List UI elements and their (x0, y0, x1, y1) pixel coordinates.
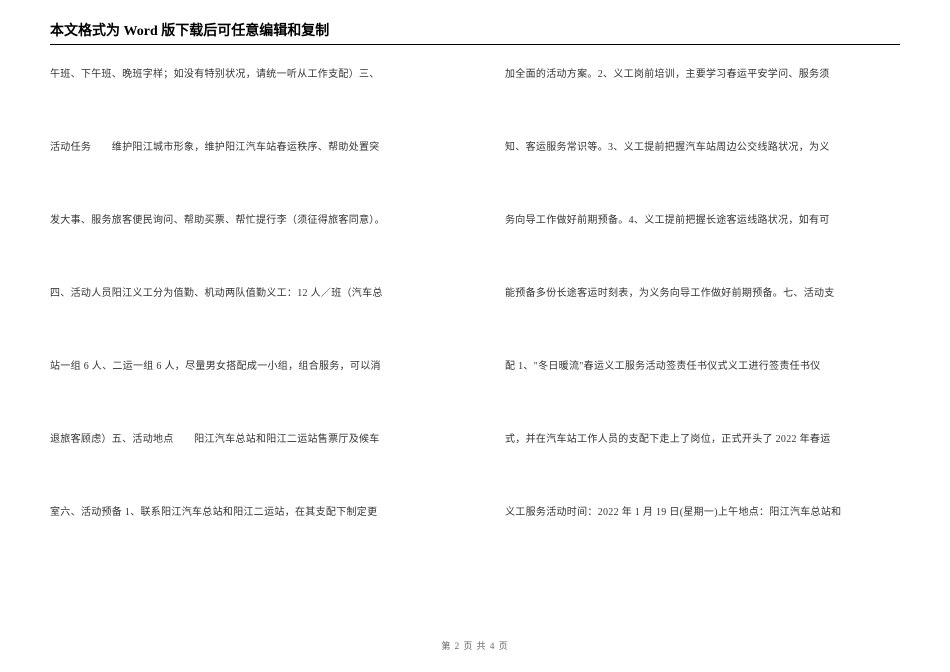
text-line: 室六、活动预备 1、联系阳江汽车总站和阳江二运站，在其支配下制定更 (50, 503, 445, 518)
text-line: 务向导工作做好前期预备。4、义工提前把握长途客运线路状况，如有可 (505, 211, 900, 226)
text-line: 午班、下午班、晚班字样；如没有特别状况，请统一听从工作支配）三、 (50, 65, 445, 80)
text-line: 知、客运服务常识等。3、义工提前把握汽车站周边公交线路状况，为义 (505, 138, 900, 153)
text-line: 四、活动人员阳江义工分为值勤、机动两队值勤义工：12 人／班（汽车总 (50, 284, 445, 299)
right-column: 加全面的活动方案。2、义工岗前培训，主要学习春运平安学问、服务须 知、客运服务常… (505, 65, 900, 576)
text-line: 配 1、"冬日暖流"春运义工服务活动签责任书仪式义工进行签责任书仪 (505, 357, 900, 372)
left-column: 午班、下午班、晚班字样；如没有特别状况，请统一听从工作支配）三、 活动任务 维护… (50, 65, 445, 576)
text-line: 式，并在汽车站工作人员的支配下走上了岗位，正式开头了 2022 年春运 (505, 430, 900, 445)
text-line: 活动任务 维护阳江城市形象，维护阳江汽车站春运秩序、帮助处置突 (50, 138, 445, 153)
text-line: 退旅客顾虑）五、活动地点 阳江汽车总站和阳江二运站售票厅及候车 (50, 430, 445, 445)
document-header: 本文格式为 Word 版下载后可任意编辑和复制 (50, 20, 900, 45)
page-footer: 第 2 页 共 4 页 (0, 639, 950, 652)
content-columns: 午班、下午班、晚班字样；如没有特别状况，请统一听从工作支配）三、 活动任务 维护… (50, 65, 900, 576)
text-line: 发大事、服务旅客便民询问、帮助买票、帮忙提行李（须征得旅客同意）。 (50, 211, 445, 226)
text-line: 站一组 6 人、二运一组 6 人，尽量男女搭配成一小组，组合服务，可以消 (50, 357, 445, 372)
text-line: 义工服务活动时间：2022 年 1 月 19 日(星期一)上午地点：阳江汽车总站… (505, 503, 900, 518)
text-line: 加全面的活动方案。2、义工岗前培训，主要学习春运平安学问、服务须 (505, 65, 900, 80)
text-line: 能预备多份长途客运时刻表，为义务向导工作做好前期预备。七、活动支 (505, 284, 900, 299)
